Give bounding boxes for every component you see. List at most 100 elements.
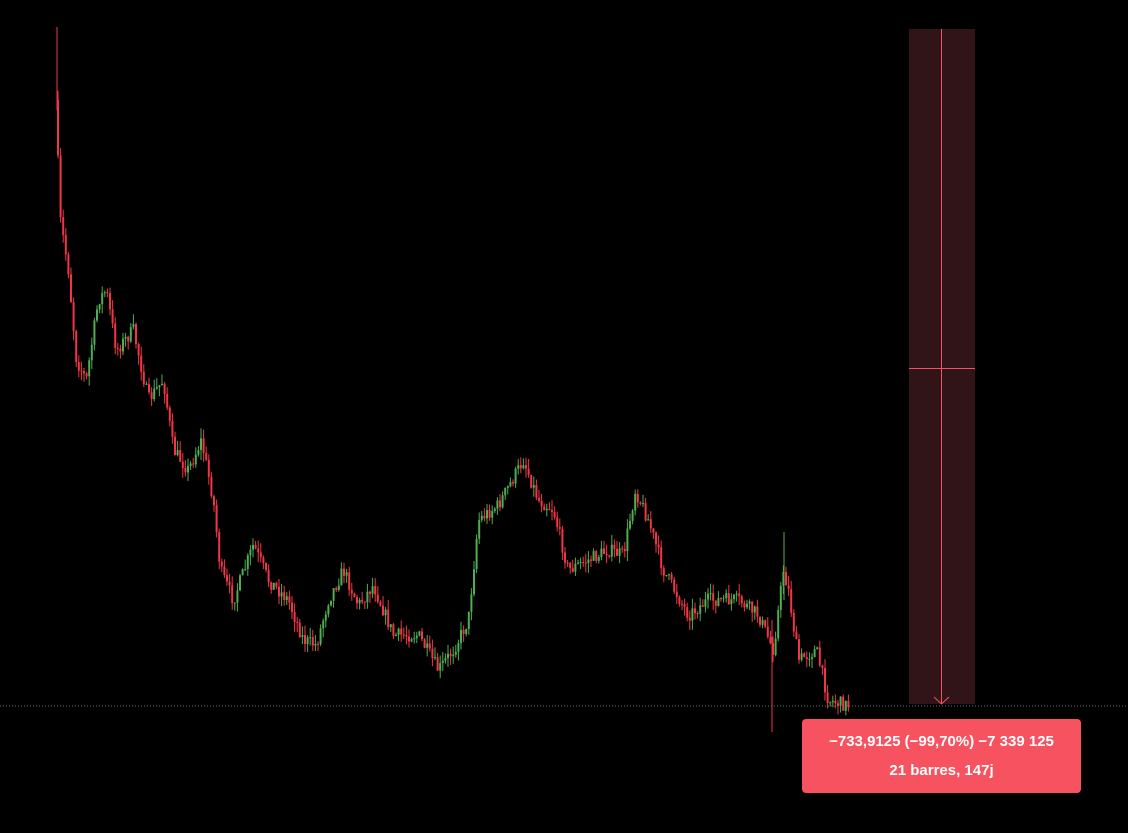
candle-body: [753, 606, 756, 613]
candle-body: [792, 612, 795, 632]
candle-body: [506, 486, 509, 488]
candle-body: [543, 506, 546, 511]
candle-body: [426, 643, 429, 648]
candle-body: [652, 528, 655, 533]
candle-body: [88, 360, 91, 377]
candle-body: [428, 643, 431, 649]
candle-body: [153, 388, 156, 400]
candle-body: [236, 590, 239, 603]
candle-body: [465, 629, 468, 635]
candle-body: [457, 642, 460, 652]
candles: [56, 27, 850, 732]
candle-body: [382, 605, 384, 616]
candle-body: [244, 569, 247, 571]
candle-body: [631, 510, 634, 521]
candle-body: [272, 582, 275, 590]
candle-body: [691, 608, 694, 621]
candle-body: [584, 562, 587, 564]
candle-body: [116, 347, 119, 349]
candle-body: [681, 603, 683, 605]
candle-body: [246, 555, 249, 570]
candle-body: [59, 155, 62, 218]
candle-body: [590, 559, 592, 561]
candle-body: [551, 510, 553, 512]
candle-body: [358, 599, 361, 604]
candle-body: [595, 551, 598, 561]
candle-body: [259, 552, 262, 558]
candle-body: [241, 569, 244, 576]
candle-body: [657, 544, 660, 548]
candle-body: [779, 585, 782, 610]
candle-body: [558, 527, 561, 529]
candle-body: [444, 658, 447, 661]
candle-body: [787, 585, 790, 590]
candle-body: [831, 700, 834, 703]
candle-body: [623, 548, 626, 552]
candle-body: [384, 609, 387, 616]
candle-body: [662, 568, 665, 576]
candle-body: [756, 606, 759, 617]
candle-body: [535, 485, 538, 498]
candle-body: [179, 450, 182, 462]
candle-body: [597, 557, 600, 561]
candle-body: [808, 658, 811, 660]
candle-body: [636, 493, 639, 503]
candle-body: [491, 511, 494, 518]
candle-body: [376, 594, 379, 602]
candle-body: [379, 601, 382, 606]
candle-body: [127, 336, 130, 342]
candle-body: [470, 594, 473, 612]
candle-body: [194, 454, 197, 465]
candle-body: [634, 493, 637, 511]
candle-body: [285, 596, 288, 601]
candle-body: [187, 465, 189, 473]
candle-body: [795, 631, 798, 640]
candle-body: [348, 572, 351, 590]
candle-body: [85, 373, 88, 377]
candle-body: [340, 568, 343, 586]
candle-body: [322, 620, 325, 629]
candle-body: [678, 597, 681, 604]
candle-body: [696, 613, 699, 615]
candle-body: [434, 657, 436, 659]
candle-body: [774, 638, 777, 655]
candle-body: [759, 616, 761, 625]
candle-body: [610, 544, 613, 557]
candle-body: [618, 548, 621, 556]
candle-body: [564, 552, 566, 563]
candle-body: [436, 657, 439, 671]
candle-body: [644, 503, 647, 521]
candle-body: [270, 582, 273, 590]
candle-body: [512, 482, 514, 484]
candle-body: [701, 605, 704, 607]
candle-body: [57, 100, 59, 156]
candle-body: [109, 292, 111, 310]
candle-body: [356, 597, 358, 604]
candle-body: [582, 562, 585, 564]
candle-body: [605, 553, 608, 556]
candle-body: [291, 602, 293, 612]
candle-body: [317, 643, 319, 645]
candle-body: [790, 589, 793, 613]
candle-body: [441, 660, 444, 664]
candle-body: [834, 700, 837, 704]
candle-body: [324, 614, 327, 621]
candle-body: [83, 371, 85, 374]
candle-body: [751, 601, 754, 613]
candle-body: [501, 495, 504, 508]
candle-body: [210, 476, 213, 497]
candle-body: [205, 452, 208, 460]
measure-text: −733,9125 (−99,70%) −7 339 125: [829, 733, 1054, 750]
candle-body: [233, 602, 236, 604]
candle-body: [473, 569, 475, 595]
candle-body: [766, 626, 769, 638]
candle-body: [735, 593, 738, 595]
candle-body: [415, 635, 418, 639]
candle-body: [189, 463, 192, 466]
measure-label: [802, 719, 1081, 793]
candle-body: [431, 648, 434, 659]
candle-body: [231, 585, 234, 604]
candle-body: [129, 327, 132, 342]
candle-body: [496, 500, 499, 509]
candle-body: [839, 696, 842, 706]
